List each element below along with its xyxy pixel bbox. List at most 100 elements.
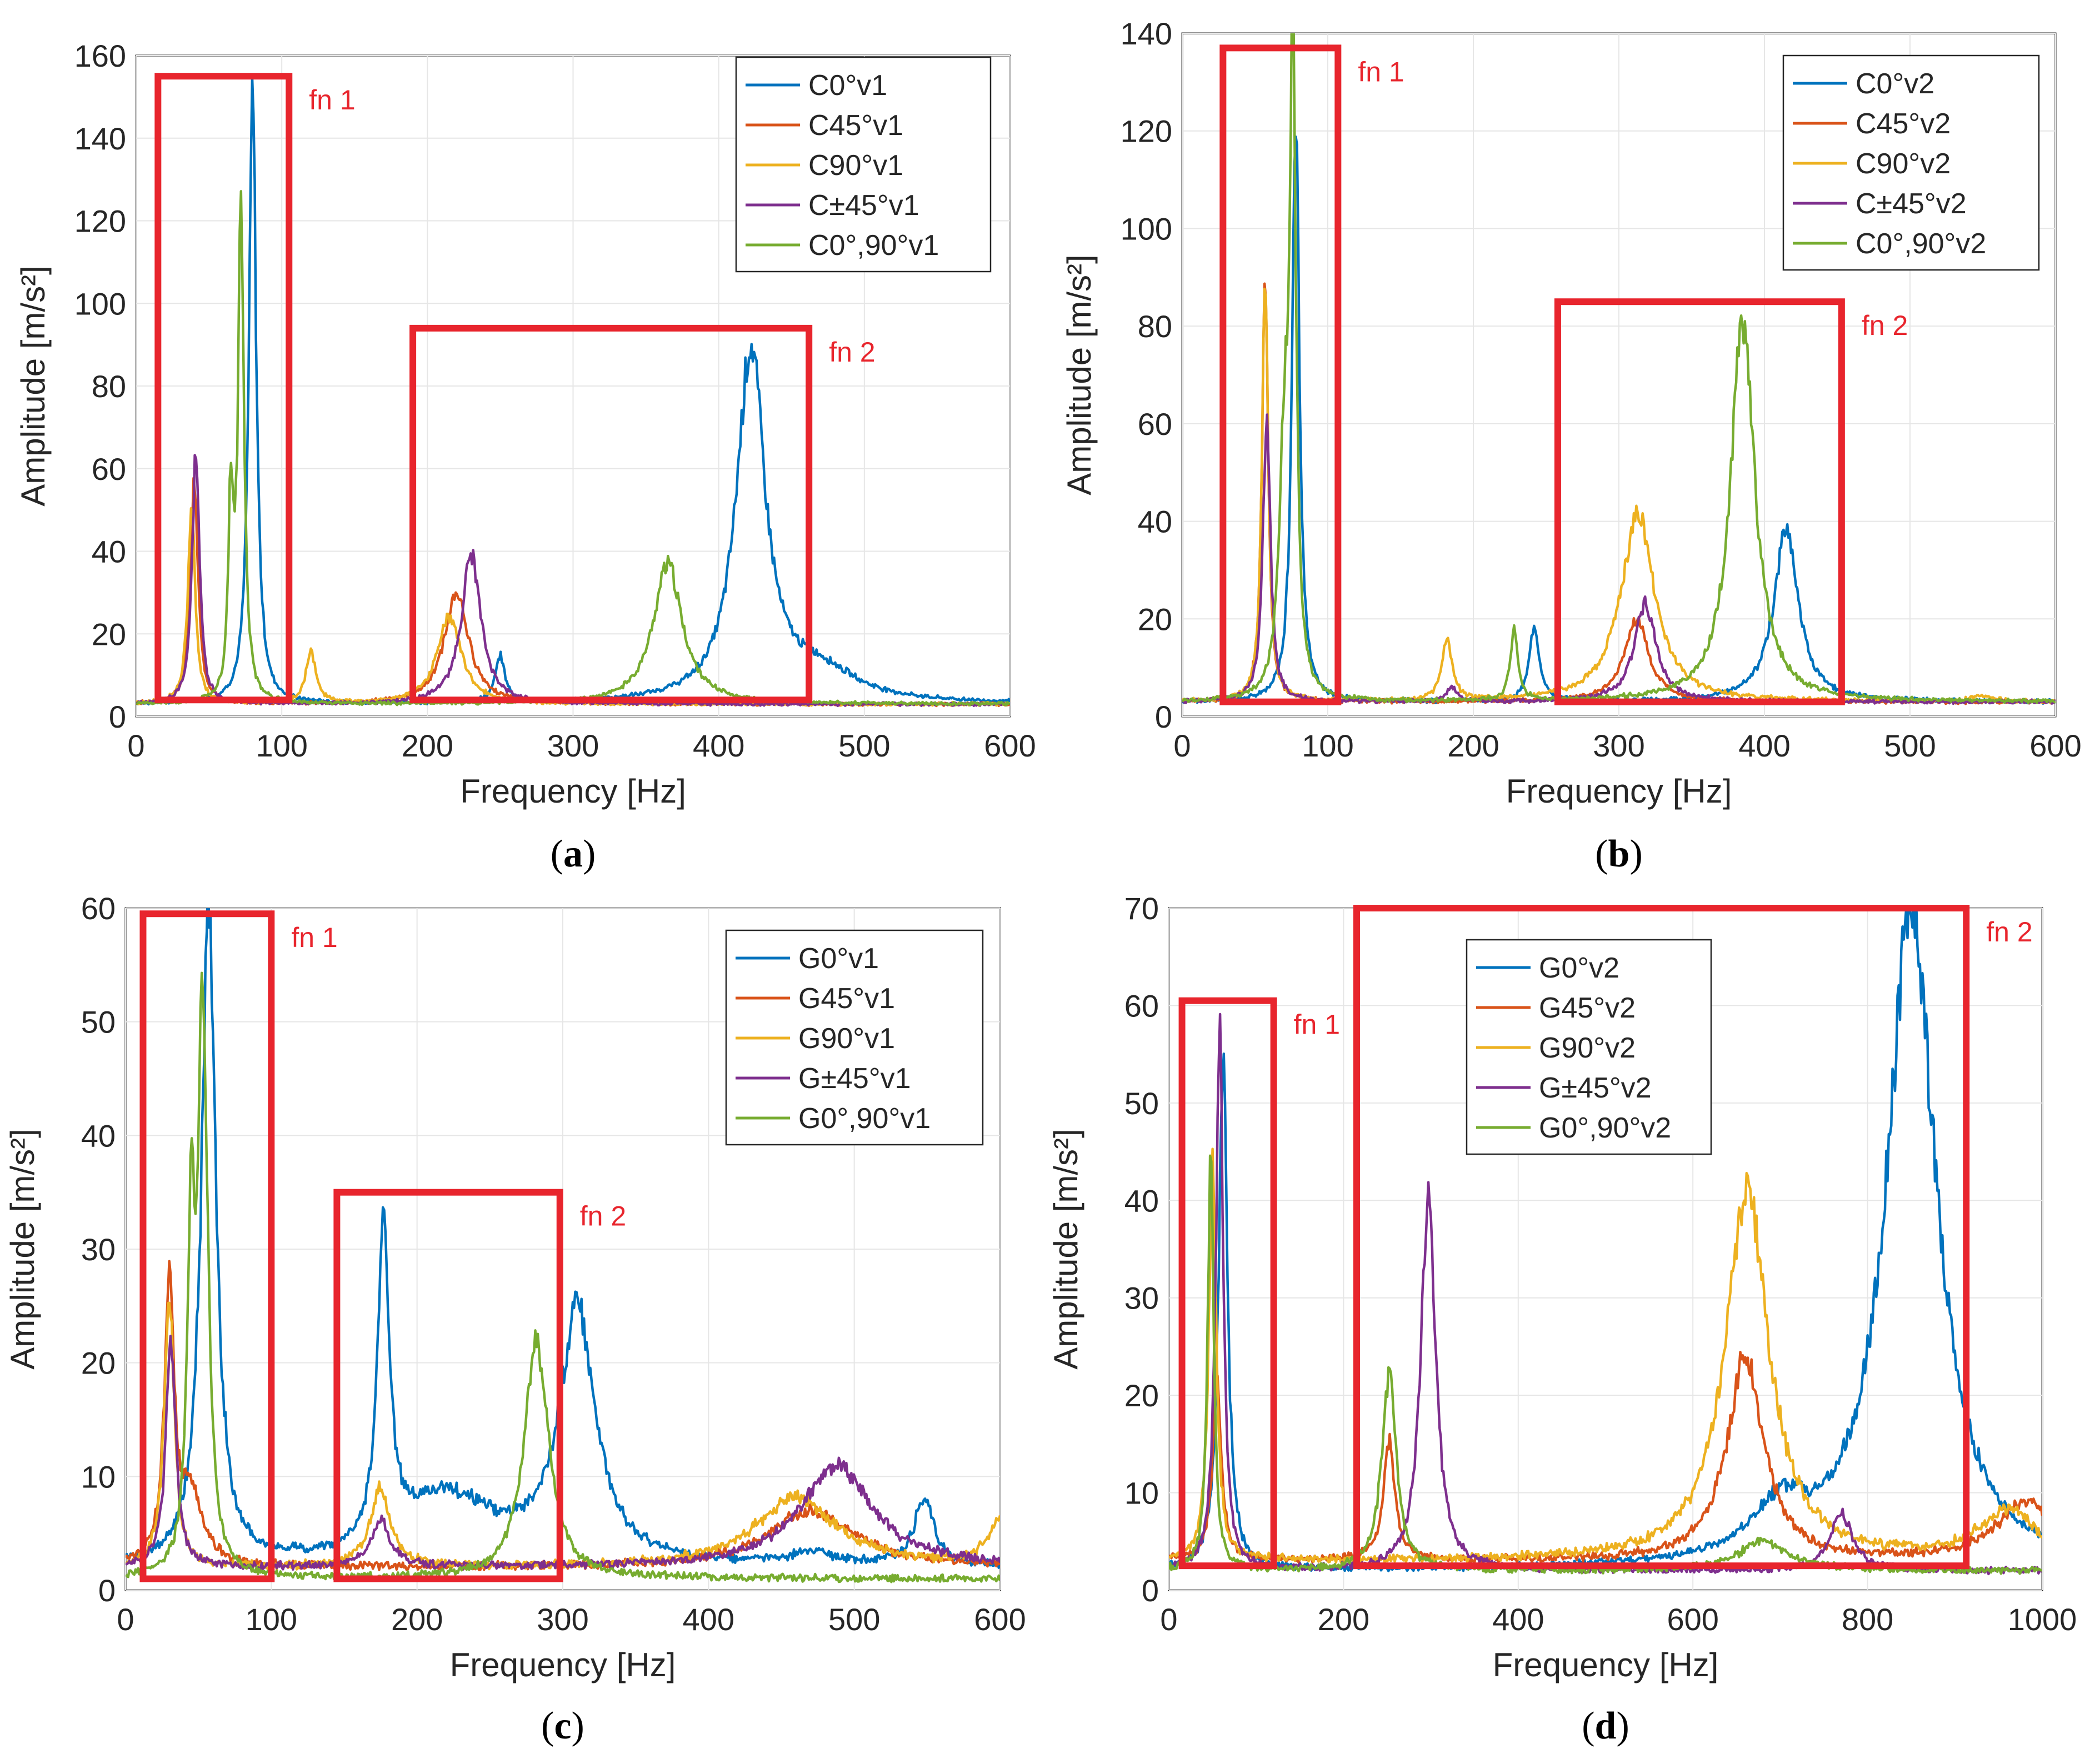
x-axis-label: Frequency [Hz] (450, 1646, 676, 1683)
chart-panel-b: fn 1 fn 2 0 100 200 300 400 500 600 0 20 40 60 80 100 1… (1061, 16, 2082, 875)
panel-caption: (d) (1582, 1705, 1629, 1747)
legend-entry: G0°v2 (1539, 952, 1619, 984)
panel-caption: (b) (1595, 833, 1643, 875)
y-tick-label: 20 (1138, 602, 1172, 637)
x-tick-label: 500 (1884, 728, 1936, 763)
y-tick-label: 0 (109, 699, 126, 734)
region-box (139, 910, 275, 1582)
legend-entry: G45°v2 (1539, 992, 1636, 1024)
y-tick-label: 20 (92, 617, 126, 652)
panel-caption: (c) (541, 1705, 584, 1747)
y-tick-label: 40 (1138, 504, 1172, 539)
y-tick-label: 10 (81, 1459, 116, 1494)
legend: C0°v1 C45°v1 C90°v1 C±45°v1 C0°,90°v1 (735, 56, 992, 273)
y-tick-label: 40 (92, 534, 126, 569)
x-axis-label: Frequency [Hz] (1506, 773, 1732, 810)
x-tick-label: 400 (693, 728, 744, 763)
x-tick-label: 100 (256, 728, 307, 763)
y-tick-label: 40 (1124, 1183, 1159, 1218)
series-line (1182, 33, 2056, 704)
x-axis-label: Frequency [Hz] (1493, 1646, 1719, 1683)
y-tick-label: 80 (1138, 309, 1172, 344)
y-tick-label: 50 (1124, 1086, 1159, 1121)
y-tick-label: 80 (92, 369, 126, 404)
region-box (154, 73, 293, 704)
region-box (1178, 997, 1277, 1570)
legend-entry: G0°v1 (798, 943, 879, 975)
region-box (1219, 44, 1342, 705)
y-tick-label: 120 (74, 204, 126, 239)
region-box (333, 1189, 563, 1582)
x-axis-label: Frequency [Hz] (460, 773, 686, 810)
x-tick-label: 100 (1302, 728, 1353, 763)
y-tick-label: 10 (1124, 1476, 1159, 1511)
x-tick-label: 600 (1667, 1602, 1718, 1637)
y-axis-label: Amplitude [m/s²] (14, 265, 52, 506)
y-tick-label: 20 (81, 1346, 116, 1381)
panel-caption: (a) (551, 833, 596, 875)
x-tick-label: 300 (547, 728, 599, 763)
y-tick-label: 50 (81, 1005, 116, 1040)
x-tick-label: 0 (117, 1602, 134, 1637)
y-tick-label: 60 (1124, 988, 1159, 1023)
x-tick-label: 600 (2029, 728, 2081, 763)
y-axis-label: Amplitude [m/s²] (4, 1129, 41, 1369)
y-tick-label: 70 (1124, 891, 1159, 926)
legend: G0°v1 G45°v1 G90°v1 G±45°v1 G0°,90°v1 (725, 929, 984, 1146)
region-label: fn 2 (580, 1201, 626, 1232)
x-tick-label: 300 (1593, 728, 1644, 763)
series-line (1169, 1147, 2042, 1564)
legend-entry: C90°v2 (1856, 148, 1951, 180)
legend-entry: G90°v1 (798, 1023, 895, 1055)
y-tick-label: 140 (74, 121, 126, 156)
legend: C0°v2 C45°v2 C90°v2 C±45°v2 C0°,90°v2 (1782, 54, 2040, 271)
x-tick-label: 500 (838, 728, 890, 763)
legend-entry: C±45°v2 (1856, 188, 1967, 220)
region-box (1554, 298, 1845, 705)
x-tick-label: 0 (1160, 1602, 1177, 1637)
y-tick-label: 60 (92, 452, 126, 487)
x-tick-label: 600 (974, 1602, 1026, 1637)
x-tick-label: 300 (537, 1602, 588, 1637)
legend-entry: G±45°v2 (1539, 1072, 1652, 1104)
region-label: fn 2 (1862, 310, 1908, 341)
region-label: fn 1 (1358, 56, 1404, 87)
x-tick-label: 500 (828, 1602, 880, 1637)
x-tick-label: 1000 (2008, 1602, 2077, 1637)
y-tick-label: 60 (1138, 407, 1172, 442)
y-tick-label: 0 (98, 1573, 116, 1608)
x-tick-label: 600 (984, 728, 1036, 763)
y-axis-label: Amplitude [m/s²] (1061, 254, 1098, 495)
y-tick-label: 0 (1142, 1573, 1159, 1608)
legend-entry: C0°,90°v2 (1856, 228, 1986, 260)
x-tick-label: 800 (1842, 1602, 1893, 1637)
y-tick-label: 160 (74, 38, 126, 73)
chart-panel-d: fn 1 fn 2 0 200 400 600 800 1000 0 10 20 30 40 50 60 70… (1047, 891, 2077, 1747)
region-box (409, 324, 813, 704)
y-tick-label: 100 (1121, 211, 1172, 246)
y-axis-label: Amplitude [m/s²] (1047, 1129, 1084, 1369)
legend-entry: C45°v2 (1856, 108, 1951, 140)
region-label: fn 1 (1294, 1009, 1340, 1040)
y-tick-label: 140 (1121, 16, 1172, 51)
y-tick-label: 30 (1124, 1281, 1159, 1316)
grid-lines (136, 55, 1011, 717)
x-tick-label: 0 (127, 728, 144, 763)
legend-entry: G0°,90°v2 (1539, 1112, 1671, 1144)
x-tick-label: 400 (1492, 1602, 1544, 1637)
region-label: fn 2 (1986, 916, 2032, 948)
legend-entry: G±45°v1 (798, 1063, 911, 1095)
x-tick-label: 100 (246, 1602, 297, 1637)
chart-panel-c: fn 1 fn 2 0 100 200 300 400 500 600 0 10 20 30 40 50 60… (4, 891, 1026, 1747)
legend: G0°v2 G45°v2 G90°v2 G±45°v2 G0°,90°v2 (1466, 939, 1712, 1155)
region-box (1353, 905, 1970, 1570)
chart-panel-a: fn 1 fn 2 0 100 200 300 400 500 600 0 20 40 60 80 100 1… (14, 38, 1036, 875)
y-tick-label: 0 (1155, 699, 1172, 734)
x-tick-label: 200 (391, 1602, 443, 1637)
legend-entry: G0°,90°v1 (798, 1102, 931, 1135)
legend-entry: C90°v1 (808, 149, 903, 182)
x-tick-label: 400 (683, 1602, 734, 1637)
legend-entry: C0°v2 (1856, 68, 1934, 100)
region-label: fn 2 (829, 337, 875, 368)
